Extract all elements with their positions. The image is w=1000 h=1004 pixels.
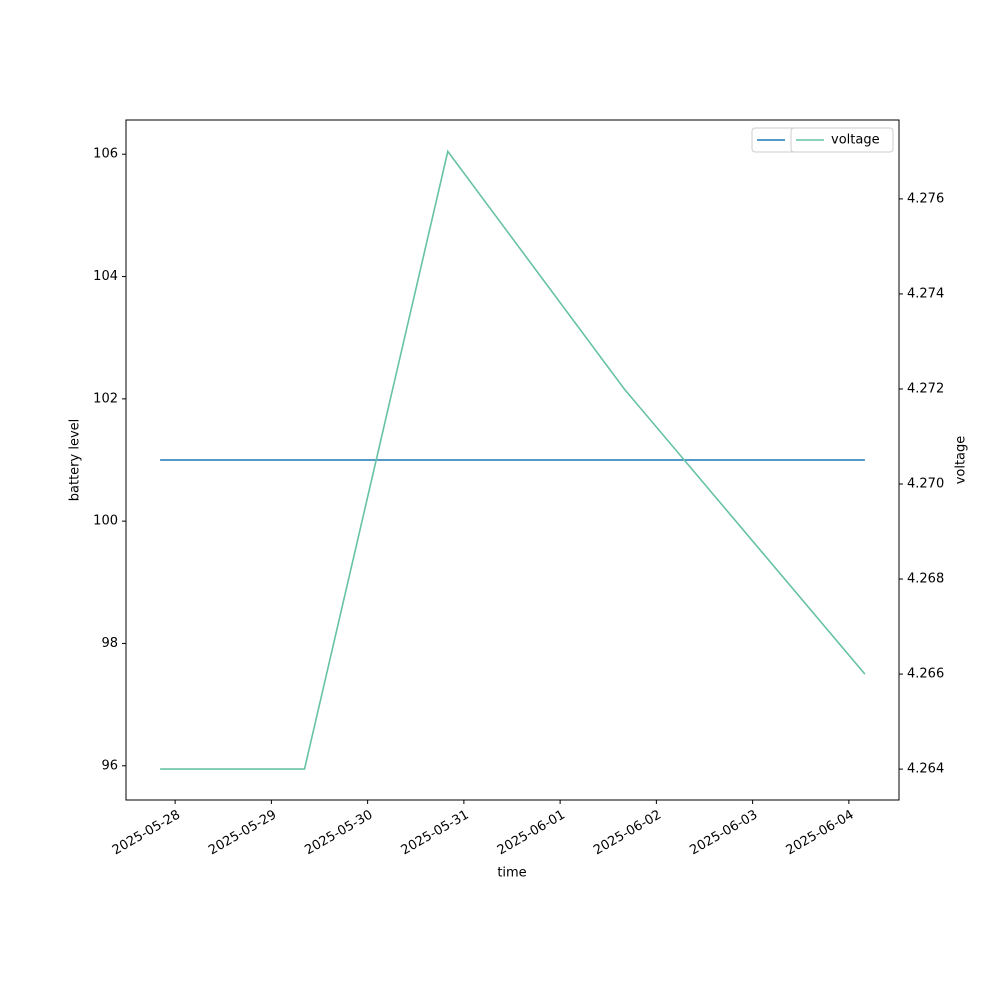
y-tick-label: 102: [93, 391, 118, 406]
y2-tick-label: 4.264: [907, 762, 944, 777]
y-tick-label: 106: [93, 147, 118, 162]
y-tick-label: 96: [101, 758, 118, 773]
y-tick-label: 98: [101, 636, 118, 651]
y2-tick-label: 4.274: [907, 286, 944, 301]
y-tick-label: 100: [93, 514, 118, 529]
y2-tick-label: 4.270: [907, 476, 944, 491]
x-axis-label: time: [497, 866, 526, 881]
x-tick-label: 2025-05-28: [110, 808, 183, 859]
y2-tick-label: 4.272: [907, 381, 944, 396]
series-line: [160, 149, 866, 770]
plot-frame: [125, 119, 900, 801]
legend-box: [790, 127, 894, 153]
x-tick-label: 2025-05-29: [206, 808, 279, 859]
x-tick-label: 2025-06-03: [687, 808, 760, 859]
x-tick-label: 2025-06-04: [784, 808, 857, 859]
y2-axis-label: voltage: [954, 436, 969, 485]
y-tick-label: 104: [93, 269, 118, 284]
y-axis-label: battery level: [68, 419, 83, 502]
x-tick-label: 2025-05-30: [302, 808, 375, 859]
x-tick-label: 2025-06-02: [591, 808, 664, 859]
y2-tick-label: 4.266: [907, 667, 944, 682]
y2-tick-label: 4.276: [907, 191, 944, 206]
x-tick-label: 2025-05-31: [399, 808, 472, 859]
x-tick-label: 2025-06-01: [495, 808, 568, 859]
legend-label: voltage: [831, 133, 880, 148]
y2-tick-label: 4.268: [907, 572, 944, 587]
